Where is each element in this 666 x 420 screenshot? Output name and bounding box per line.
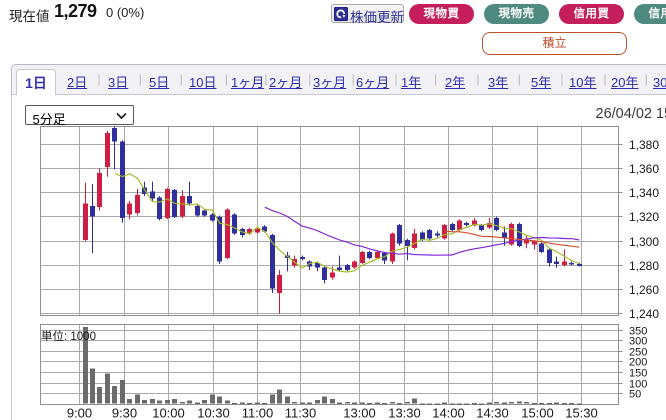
svg-text:150: 150	[629, 367, 647, 379]
svg-text:9:30: 9:30	[112, 405, 137, 420]
svg-text:1,360: 1,360	[629, 162, 659, 176]
svg-text:14:30: 14:30	[476, 405, 509, 420]
svg-text:250: 250	[629, 346, 647, 358]
svg-text:1,240: 1,240	[629, 307, 659, 321]
svg-text:13:30: 13:30	[388, 405, 421, 420]
svg-text:200: 200	[629, 356, 647, 368]
svg-text:13:00: 13:00	[343, 405, 376, 420]
svg-text:10:00: 10:00	[152, 405, 185, 420]
svg-text:単位: 1000: 単位: 1000	[41, 329, 96, 343]
svg-text:1,300: 1,300	[629, 235, 659, 249]
svg-text:1,320: 1,320	[629, 210, 659, 224]
svg-text:1,380: 1,380	[629, 138, 659, 152]
svg-text:50: 50	[629, 388, 641, 400]
svg-text:15:30: 15:30	[565, 405, 598, 420]
svg-text:9:00: 9:00	[67, 405, 92, 420]
svg-text:1,340: 1,340	[629, 186, 659, 200]
svg-text:1,260: 1,260	[629, 283, 659, 297]
svg-text:10:30: 10:30	[197, 405, 230, 420]
svg-text:11:00: 11:00	[242, 405, 274, 420]
svg-text:11:30: 11:30	[285, 405, 317, 420]
svg-text:350: 350	[629, 325, 647, 337]
svg-text:1,280: 1,280	[629, 259, 659, 273]
svg-text:300: 300	[629, 335, 647, 347]
svg-text:14:00: 14:00	[432, 405, 465, 420]
svg-text:100: 100	[629, 378, 647, 390]
svg-text:15:00: 15:00	[521, 405, 554, 420]
